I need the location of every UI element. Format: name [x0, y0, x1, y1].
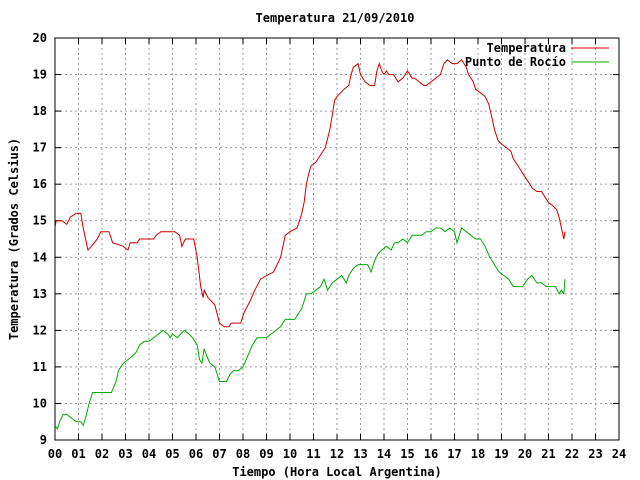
y-tick-label: 16: [33, 177, 47, 191]
x-tick-label: 04: [142, 447, 156, 461]
y-tick-label: 17: [33, 141, 47, 155]
legend-label: Punto de Rocío: [465, 55, 566, 69]
x-tick-label: 00: [48, 447, 62, 461]
x-tick-label: 02: [95, 447, 109, 461]
chart-title: Temperatura 21/09/2010: [256, 11, 415, 25]
y-tick-label: 13: [33, 287, 47, 301]
x-axis-label: Tiempo (Hora Local Argentina): [232, 465, 442, 479]
y-axis-label: Temperatura (Grados Celsius): [7, 138, 21, 340]
x-tick-label: 12: [330, 447, 344, 461]
x-tick-label: 18: [471, 447, 485, 461]
legend-label: Temperatura: [487, 41, 566, 55]
series-line-punto-de-rocio: [54, 227, 566, 431]
y-tick-label: 14: [33, 250, 47, 264]
y-tick-label: 20: [33, 31, 47, 45]
x-tick-label: 24: [612, 447, 626, 461]
x-tick-label: 07: [212, 447, 226, 461]
y-tick-label: 12: [33, 323, 47, 337]
y-tick-label: 18: [33, 104, 47, 118]
x-tick-label: 01: [71, 447, 85, 461]
x-tick-label: 22: [565, 447, 579, 461]
x-tick-label: 06: [189, 447, 203, 461]
series-line-temperatura: [54, 59, 566, 328]
x-tick-label: 13: [353, 447, 367, 461]
x-tick-label: 03: [118, 447, 132, 461]
x-tick-label: 17: [447, 447, 461, 461]
y-tick-label: 15: [33, 214, 47, 228]
y-tick-label: 9: [40, 433, 47, 447]
x-axis-ticks: 00 01 02 03 04 05 06 07 08 09 10 11 12 13 14 15 16 17 18 19…: [48, 38, 626, 461]
x-tick-label: 05: [165, 447, 179, 461]
x-tick-label: 16: [424, 447, 438, 461]
y-axis-ticks: 9 10 11 12 13 14 15 16 17 18 19 20: [33, 31, 619, 447]
x-tick-label: 21: [541, 447, 555, 461]
x-tick-label: 19: [494, 447, 508, 461]
x-tick-label: 10: [283, 447, 297, 461]
x-tick-label: 15: [400, 447, 414, 461]
x-tick-label: 08: [236, 447, 250, 461]
y-tick-label: 19: [33, 68, 47, 82]
x-tick-label: 09: [259, 447, 273, 461]
x-tick-label: 11: [306, 447, 320, 461]
x-tick-label: 23: [588, 447, 602, 461]
y-tick-label: 11: [33, 360, 47, 374]
x-tick-label: 20: [518, 447, 532, 461]
series-layer: [54, 59, 566, 431]
y-tick-label: 10: [33, 396, 47, 410]
x-tick-label: 14: [377, 447, 391, 461]
